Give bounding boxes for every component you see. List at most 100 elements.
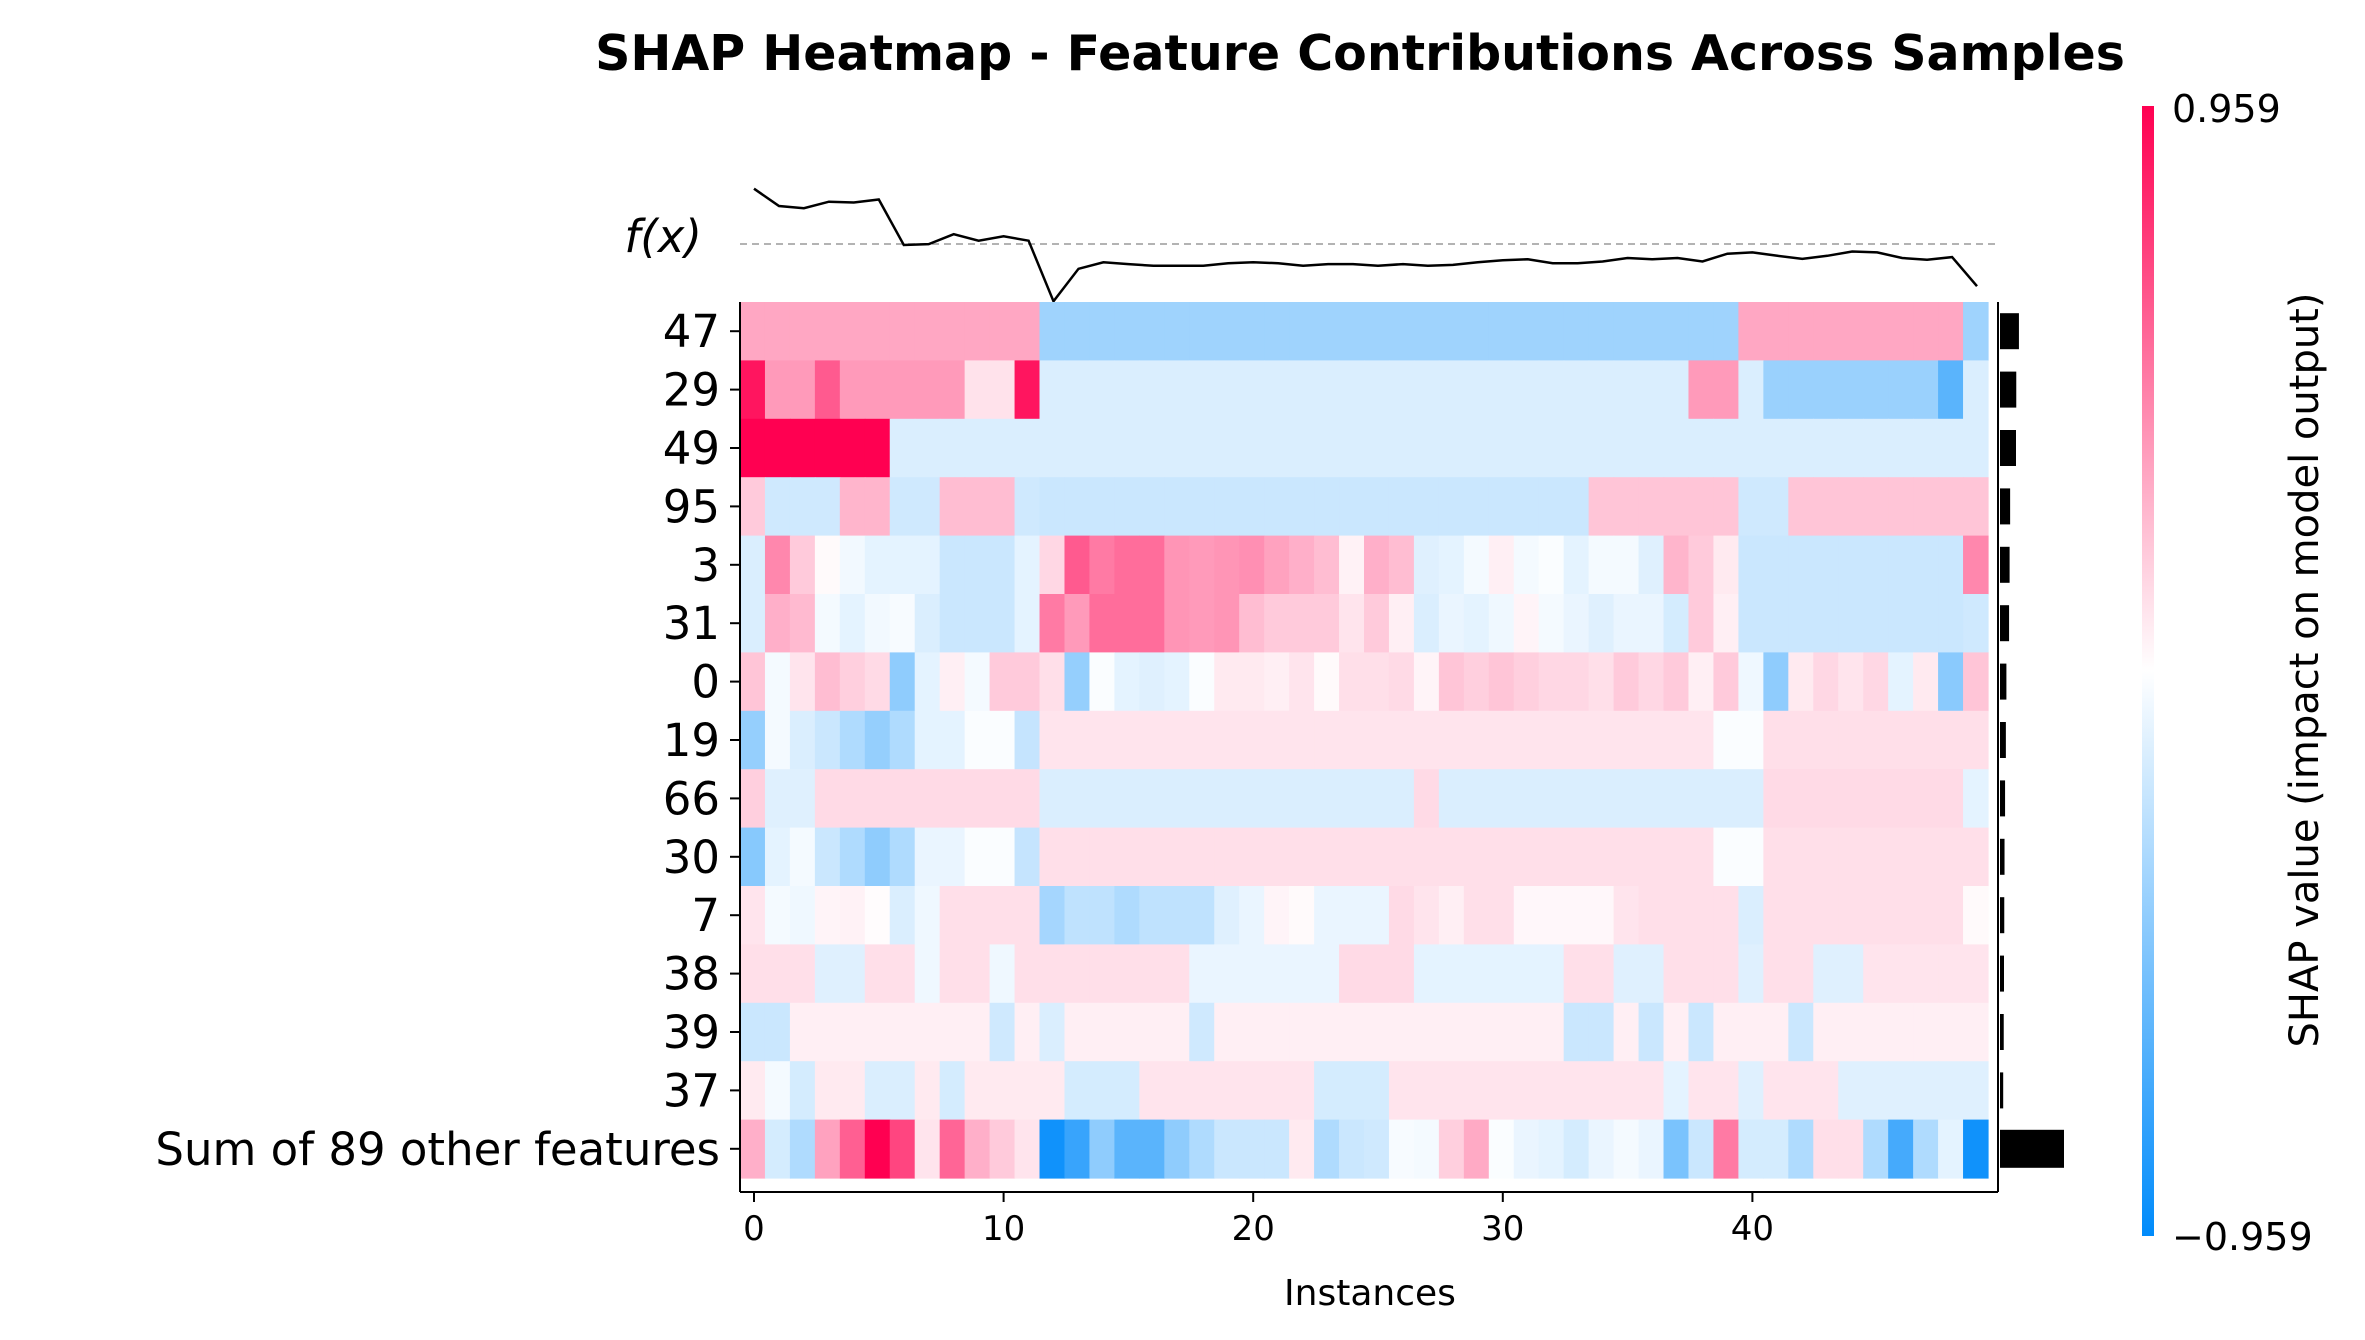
heatmap-cell [1314, 769, 1340, 829]
heatmap-cell [1813, 1119, 1839, 1179]
heatmap-cell [1264, 886, 1290, 945]
heatmap-cell [1788, 1061, 1814, 1121]
heatmap-cell [1488, 477, 1515, 537]
heatmap-cell [1788, 418, 1814, 478]
heatmap-cell [1863, 360, 1889, 420]
heatmap-cell [1938, 535, 1964, 595]
heatmap-cell [1089, 360, 1115, 420]
heatmap-cell [1189, 1119, 1215, 1179]
heatmap-cell [1613, 652, 1640, 712]
heatmap-cell [1688, 594, 1715, 653]
heatmap-cell [914, 1002, 941, 1062]
heatmap-cell [1613, 1002, 1640, 1062]
heatmap-cell [839, 302, 866, 361]
heatmap-cell [1438, 827, 1465, 887]
heatmap-cell [1588, 1061, 1615, 1121]
heatmap-cell [1339, 477, 1365, 537]
heatmap-cell [1264, 535, 1290, 595]
heatmap-cell [1139, 418, 1165, 478]
heatmap-cell [1314, 652, 1340, 712]
heatmap-cell [1014, 944, 1041, 1004]
heatmap-cell [1214, 418, 1240, 478]
heatmap-cell [964, 827, 991, 887]
heatmap-cell [1314, 710, 1340, 770]
heatmap-cell [1838, 1061, 1864, 1121]
heatmap-cell [1364, 769, 1390, 829]
heatmap-cell [1963, 302, 1989, 361]
importance-bar [2000, 313, 2019, 350]
heatmap-cell [1413, 1119, 1440, 1179]
heatmap-cell [1438, 886, 1465, 945]
heatmap-cell [1913, 418, 1939, 478]
heatmap-cell [1838, 418, 1864, 478]
heatmap-cell [740, 1119, 766, 1179]
heatmap-cell [989, 1061, 1016, 1121]
heatmap-cell [1463, 1119, 1490, 1179]
heatmap-cell [789, 360, 816, 420]
heatmap-cell [939, 652, 966, 712]
heatmap-cell [1513, 535, 1540, 595]
heatmap-cell [1763, 1002, 1789, 1062]
heatmap-cell [764, 418, 791, 478]
heatmap-cell [1413, 652, 1440, 712]
heatmap-cell [1663, 535, 1690, 595]
heatmap-cell [1339, 710, 1365, 770]
heatmap-cell [1438, 477, 1465, 537]
heatmap-cell [764, 477, 791, 537]
heatmap-cell [1364, 594, 1390, 653]
heatmap-cell [1738, 302, 1764, 361]
heatmap-cell [1064, 594, 1091, 653]
importance-bar [2000, 1014, 2004, 1050]
heatmap-cell [1064, 477, 1091, 537]
heatmap-cell [1763, 769, 1789, 829]
heatmap-cell [1688, 710, 1715, 770]
heatmap-cell [1613, 944, 1640, 1004]
heatmap-cell [1139, 477, 1165, 537]
heatmap-cell [1788, 944, 1814, 1004]
heatmap-cell [1813, 360, 1839, 420]
heatmap-cell [1189, 710, 1215, 770]
heatmap-cell [1713, 769, 1739, 829]
heatmap-cell [764, 710, 791, 770]
heatmap-cell [1788, 302, 1814, 361]
heatmap-cell [1738, 1002, 1764, 1062]
heatmap-cell [1813, 477, 1839, 537]
heatmap-cell [1014, 652, 1041, 712]
heatmap-cell [1388, 594, 1415, 653]
heatmap-cell [789, 477, 816, 537]
heatmap-cell [839, 1002, 866, 1062]
heatmap-cell [964, 1119, 991, 1179]
heatmap-cell [1488, 1061, 1515, 1121]
x-tick-label: 20 [1232, 1209, 1275, 1249]
heatmap-cell [1413, 1061, 1440, 1121]
heatmap-cell [789, 418, 816, 478]
heatmap-cell [1938, 652, 1964, 712]
heatmap-cell [1788, 594, 1814, 653]
heatmap-cell [939, 594, 966, 653]
heatmap-cell [1563, 418, 1590, 478]
feature-label: 30 [663, 831, 720, 884]
heatmap-cell [1314, 886, 1340, 945]
heatmap-cell [1538, 535, 1565, 595]
heatmap-cell [839, 418, 866, 478]
heatmap-cell [1738, 944, 1764, 1004]
heatmap-cell [1513, 302, 1540, 361]
heatmap-cell [1788, 886, 1814, 945]
feature-label: 49 [663, 422, 720, 475]
heatmap-cell [789, 944, 816, 1004]
heatmap-cell [1239, 1002, 1265, 1062]
heatmap-cell [1463, 1002, 1490, 1062]
heatmap-cell [1339, 944, 1365, 1004]
colorbar-max-label: 0.959 [2172, 87, 2281, 131]
heatmap-cell [1364, 1119, 1390, 1179]
heatmap-cell [1438, 1061, 1465, 1121]
heatmap-cell [1039, 769, 1066, 829]
heatmap-cell [1913, 360, 1939, 420]
heatmap-cell [939, 360, 966, 420]
heatmap-cell [1563, 1119, 1590, 1179]
heatmap-cell [964, 594, 991, 653]
heatmap-cell [1139, 652, 1165, 712]
heatmap-cell [1214, 1002, 1240, 1062]
heatmap-cell [1064, 1119, 1091, 1179]
